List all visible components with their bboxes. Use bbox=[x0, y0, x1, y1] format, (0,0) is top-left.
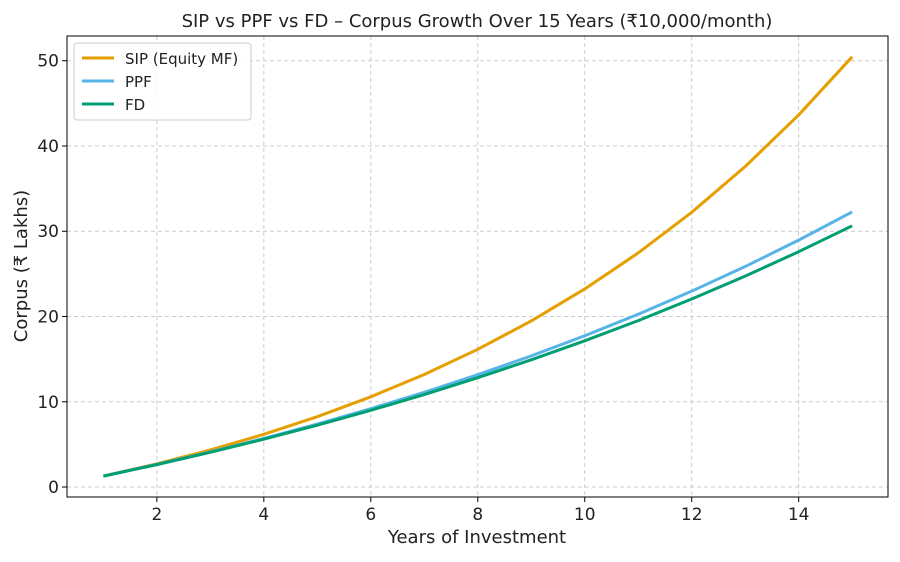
y-tick-label: 30 bbox=[37, 222, 59, 242]
series-line-fd bbox=[103, 224, 853, 478]
x-axis-label: Years of Investment bbox=[387, 527, 566, 548]
chart-title: SIP vs PPF vs FD – Corpus Growth Over 15… bbox=[182, 11, 773, 32]
y-tick-label: 20 bbox=[37, 308, 59, 328]
legend-box bbox=[73, 42, 252, 121]
y-axis-label: Corpus (₹ Lakhs) bbox=[11, 190, 32, 342]
axis-ticks: 2 4 6 8 10 12 14 0 10 20 30 40 50 bbox=[37, 52, 809, 525]
legend-label: SIP (Equity MF) bbox=[125, 50, 238, 68]
legend: SIP (Equity MF) PPF FD bbox=[73, 42, 252, 121]
legend-label: PPF bbox=[125, 73, 152, 91]
y-tick-label: 0 bbox=[48, 478, 59, 498]
x-tick-label: 2 bbox=[151, 505, 162, 525]
series-lines bbox=[103, 55, 854, 478]
legend-label: FD bbox=[125, 96, 145, 114]
x-tick-label: 14 bbox=[788, 505, 810, 525]
series-line-sip-equity-mf bbox=[103, 55, 854, 478]
x-tick-label: 6 bbox=[365, 505, 376, 525]
y-tick-label: 40 bbox=[37, 137, 59, 157]
x-tick-label: 4 bbox=[258, 505, 269, 525]
x-tick-label: 12 bbox=[681, 505, 703, 525]
y-tick-label: 50 bbox=[37, 52, 59, 72]
y-tick-label: 10 bbox=[37, 393, 59, 413]
x-tick-label: 10 bbox=[574, 505, 596, 525]
x-tick-label: 8 bbox=[472, 505, 483, 525]
